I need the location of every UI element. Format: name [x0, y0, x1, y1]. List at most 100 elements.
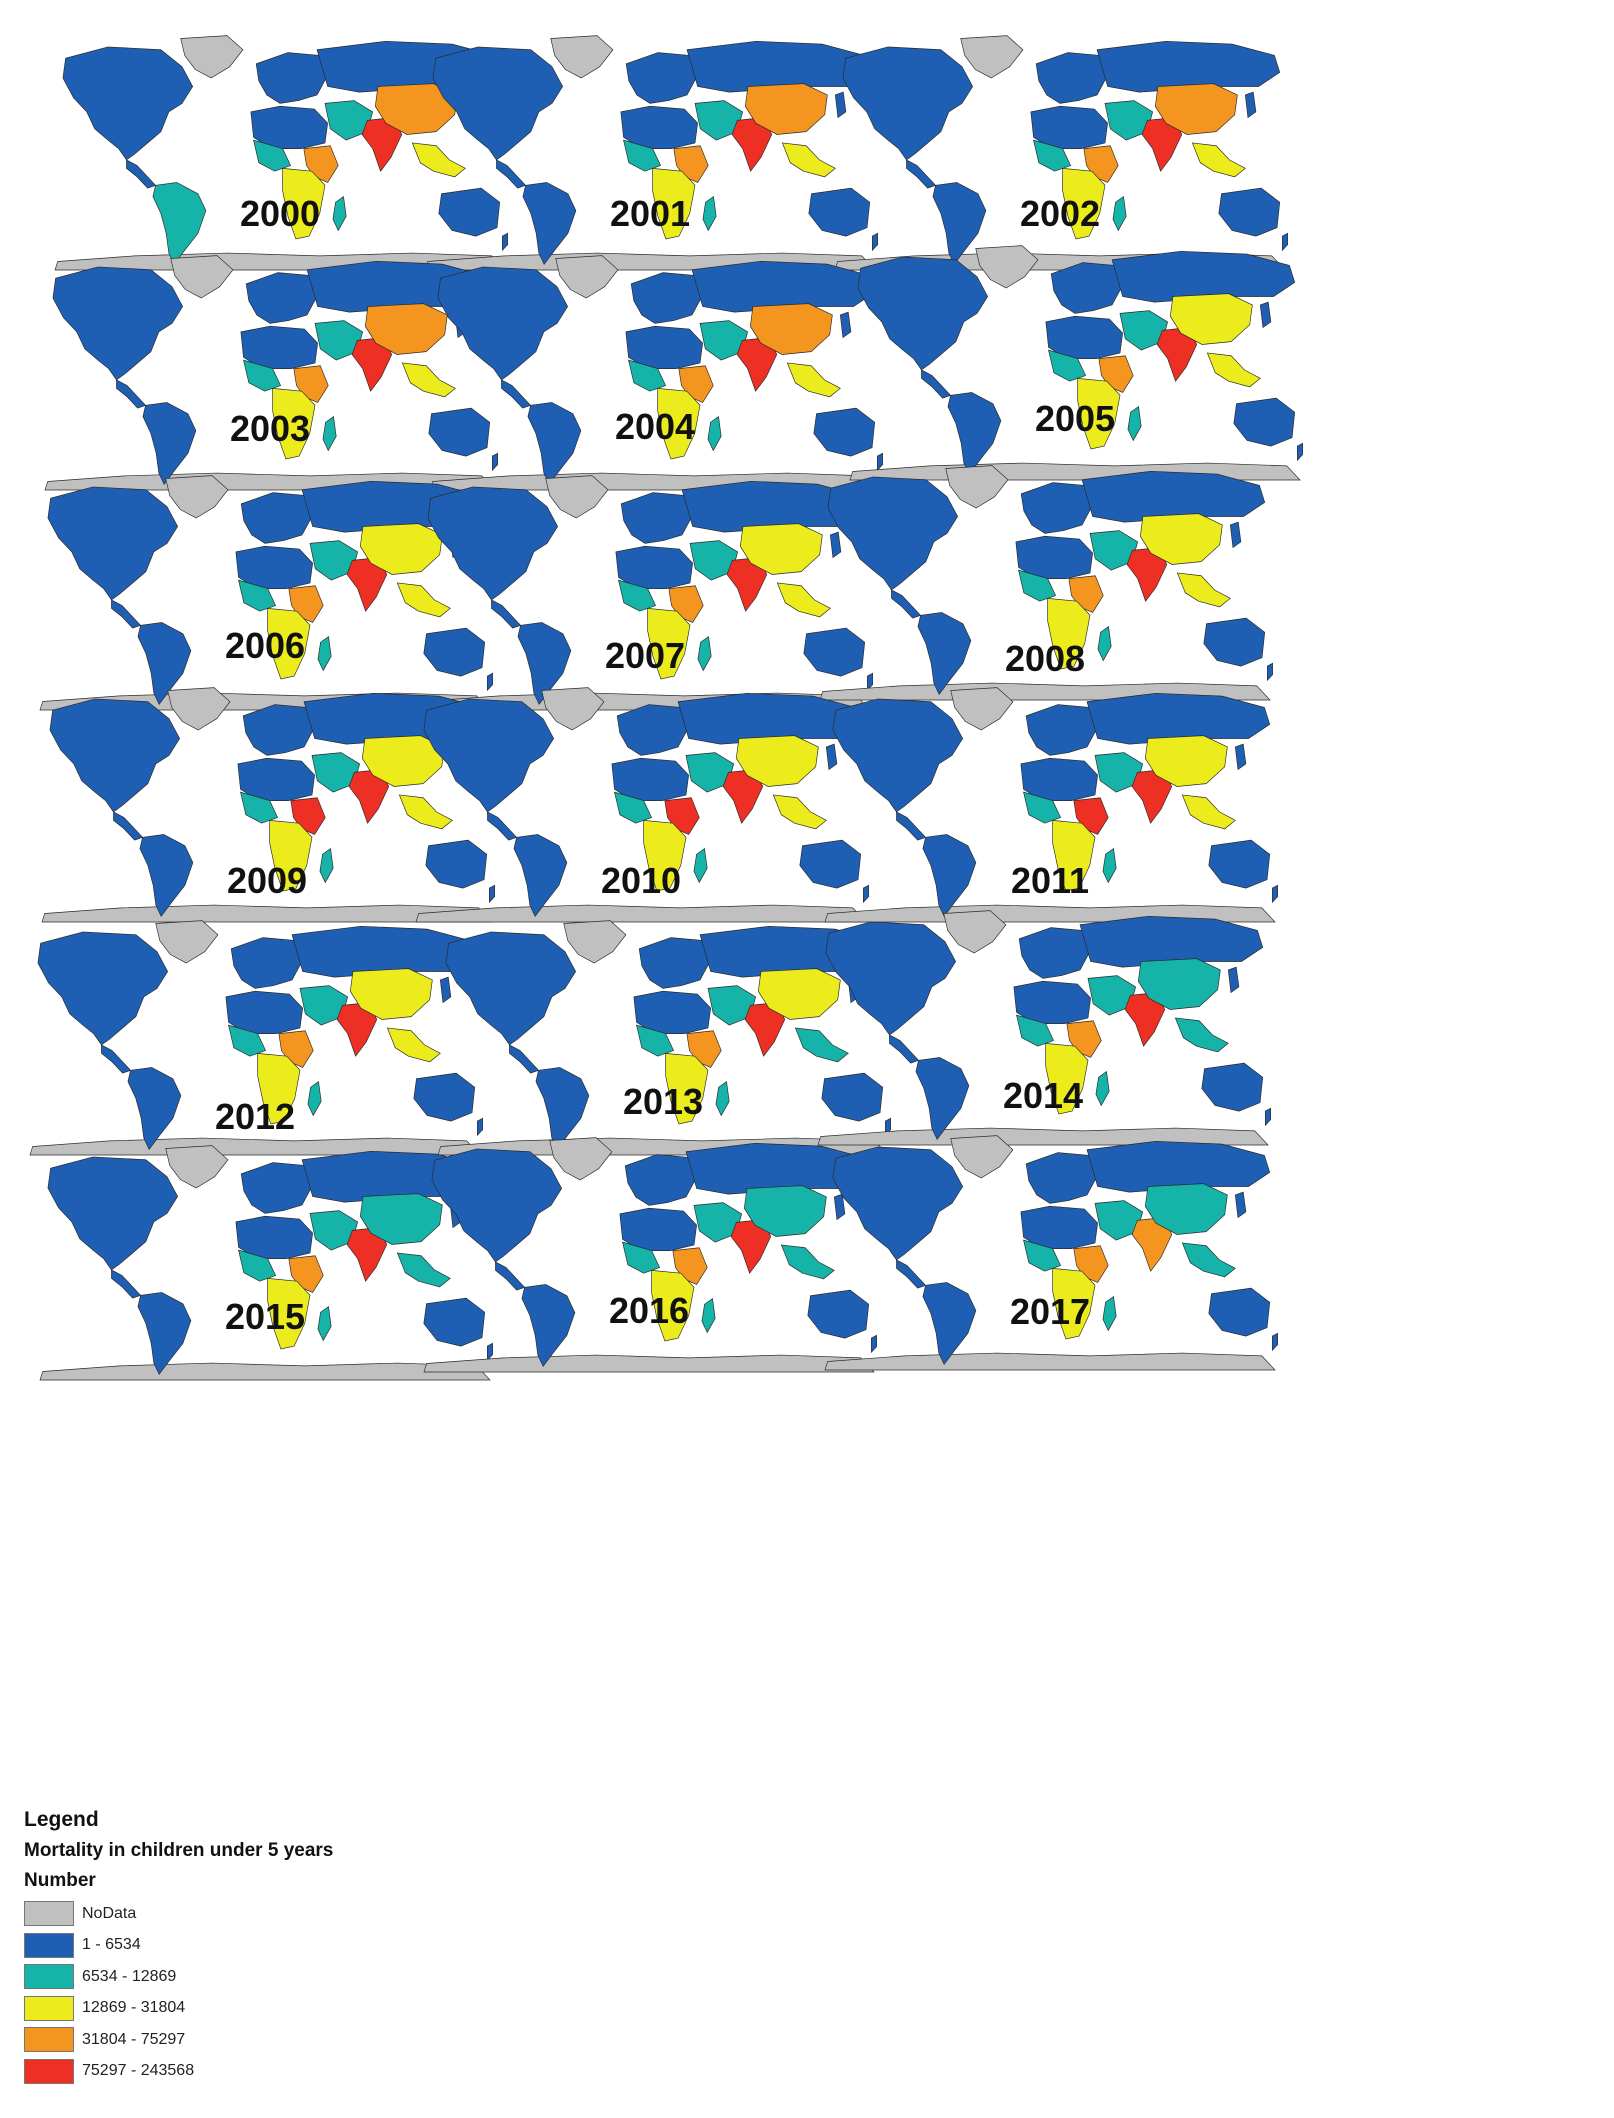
- greenland-region: [545, 475, 609, 519]
- europe-region: [638, 937, 712, 989]
- japan-region: [1229, 521, 1242, 549]
- world-map: [39, 1145, 493, 1381]
- china-region: [744, 83, 828, 135]
- south-africa-region: [267, 607, 311, 680]
- north-america-region: [825, 921, 957, 1036]
- world-map: [824, 687, 1278, 923]
- year-label: 2015: [224, 1296, 306, 1337]
- madagascar-region: [1102, 1295, 1117, 1332]
- europe-region: [620, 492, 694, 544]
- japan-region: [1234, 1191, 1247, 1219]
- year-label: 2013: [622, 1081, 704, 1122]
- legend-field: Number: [24, 1870, 96, 1891]
- north-america-region: [49, 698, 181, 813]
- greenland-region: [165, 475, 229, 519]
- new-zealand-region: [867, 672, 873, 692]
- japan-region: [833, 1193, 846, 1221]
- year-label: 2000: [239, 193, 321, 234]
- new-zealand-region: [1282, 232, 1288, 252]
- china-region: [1154, 83, 1238, 135]
- world-map: [437, 920, 891, 1156]
- central-america-region: [509, 1044, 540, 1074]
- southeast-asia-region: [1181, 794, 1236, 830]
- australia-region: [423, 627, 486, 677]
- legend-label: 12869 - 31804: [82, 1999, 186, 2017]
- south-africa-region: [267, 1277, 311, 1350]
- new-zealand-region: [489, 884, 495, 904]
- central-america-region: [126, 159, 157, 189]
- central-america-region: [491, 599, 522, 629]
- madagascar-region: [317, 1305, 332, 1342]
- year-label: 2016: [608, 1290, 690, 1331]
- australia-region: [413, 1072, 476, 1122]
- antarctica-region: [415, 904, 867, 923]
- madagascar-region: [319, 847, 334, 884]
- greenland-region: [167, 687, 231, 731]
- world-map: [819, 465, 1273, 701]
- antarctica-region: [39, 1362, 491, 1381]
- world-map: [429, 255, 883, 491]
- central-america-region: [896, 1259, 927, 1289]
- southeast-asia-region: [1176, 572, 1231, 608]
- greenland-region: [975, 245, 1039, 289]
- new-zealand-region: [487, 1342, 493, 1362]
- australia-region: [423, 1297, 486, 1347]
- legend-label: NoData: [82, 1904, 137, 1922]
- south-africa-region: [1052, 1267, 1096, 1340]
- south-america-region: [922, 1282, 977, 1366]
- map-panel: [29, 915, 483, 1165]
- world-map: [817, 910, 1271, 1146]
- north-africa-region: [1015, 535, 1093, 579]
- madagascar-region: [307, 1080, 322, 1117]
- greenland-region: [945, 465, 1009, 509]
- north-africa-region: [1030, 105, 1108, 149]
- australia-region: [1203, 617, 1266, 667]
- south-america-region: [127, 1067, 182, 1151]
- greenland-region: [950, 687, 1014, 731]
- north-america-region: [431, 1148, 563, 1263]
- greenland-region: [555, 255, 619, 299]
- new-zealand-region: [1272, 884, 1278, 904]
- central-america-region: [111, 599, 142, 629]
- south-africa-region: [269, 819, 313, 892]
- china-region: [735, 735, 819, 787]
- china-region: [739, 523, 823, 575]
- new-zealand-region: [871, 1334, 877, 1354]
- new-zealand-region: [492, 452, 498, 472]
- greenland-region: [960, 35, 1024, 79]
- north-africa-region: [1013, 980, 1091, 1024]
- map-panel: [419, 470, 873, 720]
- new-zealand-region: [487, 672, 493, 692]
- legend-label: 1 - 6534: [82, 1936, 141, 1954]
- year-label: 2006: [224, 625, 306, 666]
- new-zealand-region: [877, 452, 883, 472]
- china-region: [1144, 1183, 1228, 1235]
- legend-item: 1 - 6534: [24, 1930, 194, 1962]
- new-zealand-region: [1265, 1107, 1271, 1127]
- europe-region: [1020, 482, 1094, 534]
- year-label: 2011: [1010, 860, 1090, 901]
- north-america-region: [432, 46, 564, 161]
- new-zealand-region: [477, 1117, 483, 1137]
- central-america-region: [896, 811, 927, 841]
- map-panel: [834, 30, 1288, 280]
- year-label: 2008: [1004, 638, 1086, 679]
- north-africa-region: [237, 757, 315, 801]
- new-zealand-region: [1272, 1332, 1278, 1352]
- legend-item: NoData: [24, 1898, 194, 1930]
- europe-region: [230, 937, 304, 989]
- madagascar-region: [1095, 1070, 1110, 1107]
- map-panel: [423, 1132, 877, 1382]
- north-america-region: [47, 486, 179, 601]
- south-africa-region: [643, 819, 687, 892]
- europe-region: [242, 704, 316, 756]
- europe-region: [1025, 704, 1099, 756]
- greenland-region: [180, 35, 244, 79]
- south-africa-region: [272, 387, 316, 460]
- southeast-asia-region: [396, 582, 451, 618]
- japan-region: [1259, 301, 1272, 329]
- greenland-region: [550, 35, 614, 79]
- new-zealand-region: [863, 884, 869, 904]
- central-america-region: [116, 379, 147, 409]
- south-africa-region: [1077, 377, 1121, 450]
